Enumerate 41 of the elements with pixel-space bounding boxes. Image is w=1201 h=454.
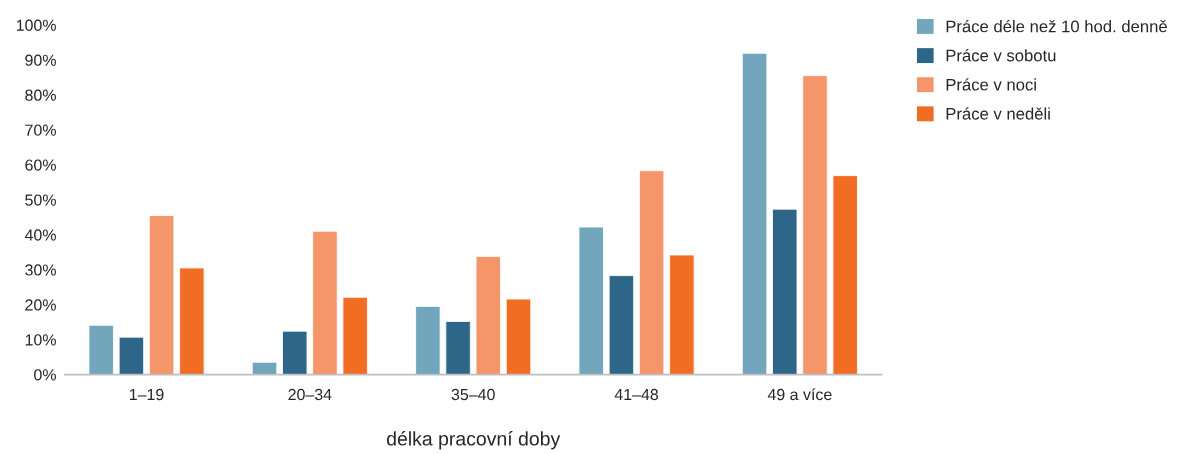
bar (475, 255, 501, 375)
bar (118, 336, 145, 375)
bar (741, 52, 768, 375)
y-tick-label: 80% (25, 89, 56, 101)
x-axis-title: délka pracovní doby (387, 431, 561, 450)
bar (282, 330, 308, 375)
x-tick-label: 41–48 (614, 388, 659, 401)
bar (415, 305, 441, 375)
bar (148, 215, 175, 375)
bar (578, 226, 604, 375)
y-tick-label: 60% (25, 159, 56, 171)
y-tick-label: 0% (34, 369, 56, 381)
bar (445, 320, 471, 375)
y-tick-label: 40% (24, 229, 56, 241)
y-tick-label: 100% (16, 19, 56, 31)
y-tick-label: 30% (25, 264, 56, 276)
bar (342, 296, 368, 375)
bar (505, 298, 532, 375)
bar (638, 170, 665, 375)
bar (179, 267, 205, 375)
y-tick-label: 10% (25, 334, 56, 346)
x-tick-label: 49 a více (767, 388, 832, 401)
bar (802, 75, 828, 375)
bar (832, 175, 858, 375)
x-tick-label: 35–40 (451, 388, 495, 401)
y-tick-label: 50% (25, 194, 56, 206)
bar (251, 361, 278, 375)
bar (772, 208, 798, 375)
bar (88, 324, 114, 375)
legend-label: Práce v neděli (946, 107, 1050, 120)
bar (669, 254, 695, 375)
legend-label: Práce déle než 10 hod. denně (946, 19, 1167, 33)
y-tick-label: 70% (25, 124, 56, 136)
legend-label: Práce v sobotu (946, 49, 1056, 62)
bar (608, 275, 635, 375)
x-tick-label: 20–34 (288, 388, 332, 401)
bar (312, 230, 338, 375)
x-tick-label: 1–19 (129, 388, 164, 401)
y-tick-label: 20% (25, 299, 56, 311)
y-tick-label: 90% (25, 54, 56, 66)
legend-label: Práce v noci (946, 78, 1036, 91)
